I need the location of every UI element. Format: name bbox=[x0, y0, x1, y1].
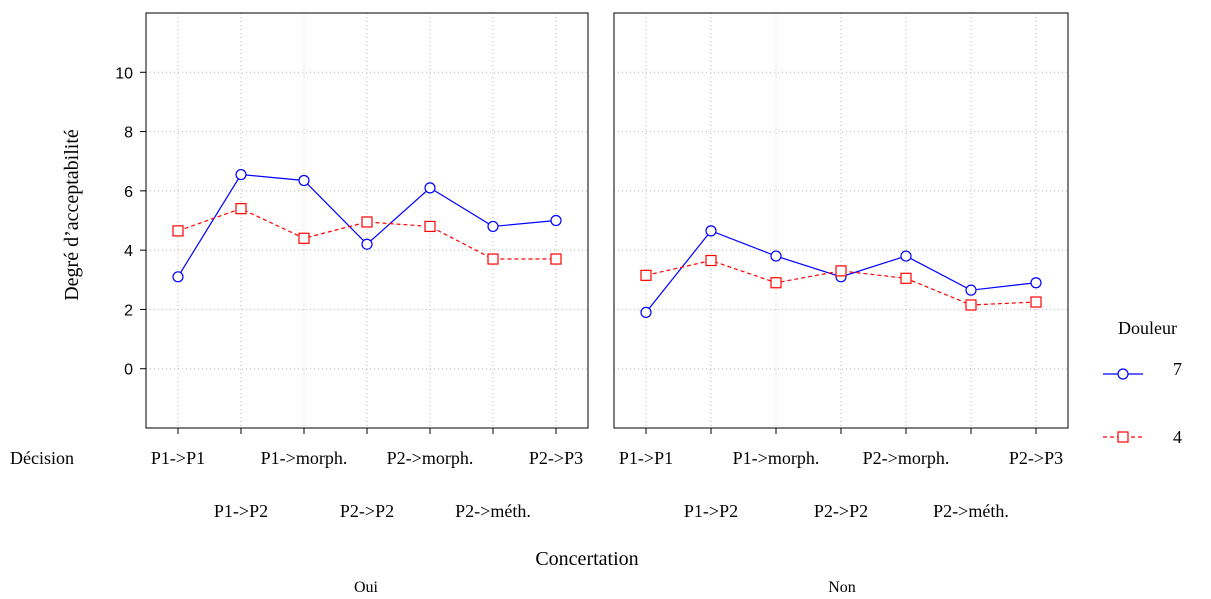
panel-label-oui: Oui bbox=[354, 579, 379, 596]
legend-marker-4 bbox=[1117, 431, 1129, 443]
x-tick-label: P1->P2 bbox=[214, 501, 268, 521]
data-point-7 bbox=[487, 220, 499, 233]
data-point-4 bbox=[900, 272, 912, 284]
legend-label-4: 4 bbox=[1173, 427, 1182, 447]
data-point-4 bbox=[770, 277, 782, 289]
data-point-7 bbox=[965, 284, 977, 296]
x-tick-label: P2->méth. bbox=[455, 501, 531, 521]
x-tick-label: P1->P1 bbox=[619, 448, 673, 468]
data-point-7 bbox=[361, 238, 373, 250]
data-point-7 bbox=[550, 214, 562, 227]
legend-layer bbox=[1103, 368, 1143, 443]
x-axis-label: Décision bbox=[10, 448, 74, 468]
data-point-7 bbox=[705, 225, 717, 237]
data-point-4 bbox=[835, 265, 847, 277]
legend-marker-7 bbox=[1117, 368, 1129, 380]
facet-label: Concertation bbox=[535, 548, 638, 570]
data-point-4 bbox=[965, 299, 977, 311]
y-tick-label: 2 bbox=[124, 302, 133, 319]
data-point-7 bbox=[424, 182, 436, 194]
series-layer bbox=[172, 168, 1042, 318]
y-tick-label: 10 bbox=[115, 65, 133, 82]
x-tick-label: P1->P1 bbox=[151, 448, 205, 468]
x-tick-label: P2->P2 bbox=[340, 501, 394, 521]
data-point-4 bbox=[705, 254, 717, 267]
data-point-7 bbox=[640, 306, 652, 318]
axis-layer bbox=[140, 12, 1069, 434]
data-point-4 bbox=[550, 253, 562, 265]
plot-frame bbox=[145, 12, 589, 429]
data-point-7 bbox=[172, 271, 184, 283]
legend-title: Douleur bbox=[1118, 318, 1177, 338]
grid-layer bbox=[146, 13, 1068, 428]
data-point-4 bbox=[298, 232, 310, 244]
x-tick-label: P2->méth. bbox=[933, 501, 1009, 521]
x-tick-label: P1->morph. bbox=[733, 448, 820, 468]
x-tick-label: P1->P2 bbox=[684, 501, 738, 521]
x-tick-label: P2->P3 bbox=[529, 448, 583, 468]
data-point-4 bbox=[172, 225, 184, 237]
x-tick-label: P2->P3 bbox=[1009, 448, 1063, 468]
y-tick-label: 8 bbox=[124, 125, 133, 142]
x-tick-label: P2->morph. bbox=[863, 448, 950, 468]
y-tick-label: 6 bbox=[124, 184, 133, 201]
data-point-4 bbox=[640, 269, 652, 281]
x-tick-label: P1->morph. bbox=[261, 448, 348, 468]
data-point-7 bbox=[235, 168, 247, 181]
data-point-4 bbox=[361, 216, 373, 228]
data-point-7 bbox=[298, 174, 310, 187]
data-point-7 bbox=[770, 250, 782, 262]
data-point-4 bbox=[424, 220, 436, 233]
panel-label-non: Non bbox=[828, 579, 856, 596]
legend-label-7: 7 bbox=[1173, 359, 1182, 379]
data-point-4 bbox=[235, 203, 247, 215]
plot-frame bbox=[613, 12, 1069, 429]
y-tick-label: 4 bbox=[124, 243, 133, 260]
x-tick-label: P2->morph. bbox=[387, 448, 474, 468]
y-axis-label: Degré d’acceptabilité bbox=[61, 129, 83, 301]
data-point-7 bbox=[1030, 277, 1042, 289]
x-tick-label: P2->P2 bbox=[814, 501, 868, 521]
data-point-4 bbox=[487, 253, 499, 265]
data-point-4 bbox=[1030, 296, 1042, 308]
y-tick-label: 0 bbox=[124, 362, 133, 379]
data-point-7 bbox=[900, 250, 912, 262]
text-layer: Degré d’acceptabilité Décision Concertat… bbox=[10, 65, 1182, 596]
